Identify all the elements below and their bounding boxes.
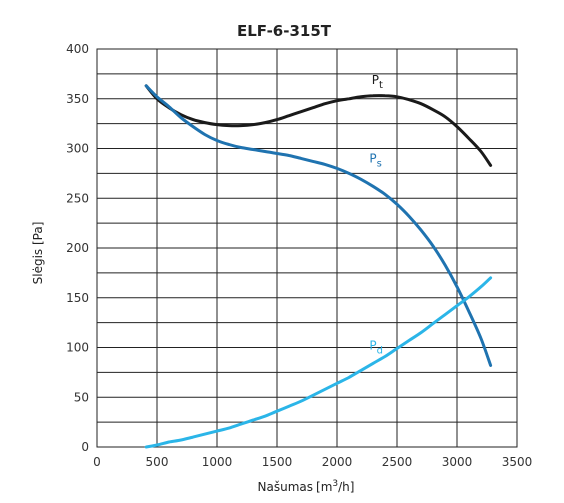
y-tick-labels: 0 50 100 150 200 250 300 350 400 bbox=[66, 42, 89, 454]
y-tick-label: 350 bbox=[66, 92, 89, 106]
x-tick-label: 3000 bbox=[442, 455, 473, 469]
x-tick-label: 2000 bbox=[322, 455, 353, 469]
y-tick-label: 100 bbox=[66, 341, 89, 355]
y-tick-label: 300 bbox=[66, 142, 89, 156]
x-tick-label: 500 bbox=[146, 455, 169, 469]
x-axis-unit-prefix: [m bbox=[316, 480, 332, 494]
y-tick-label: 150 bbox=[66, 291, 89, 305]
series-label-ps: Ps bbox=[369, 151, 381, 169]
series-labels: Pt Ps Pd bbox=[369, 73, 383, 357]
x-axis-label: Našumas [m3/h] bbox=[258, 479, 355, 494]
chart-title: ELF-6-315T bbox=[237, 22, 332, 40]
y-tick-label: 0 bbox=[81, 440, 89, 454]
series-label-pd: Pd bbox=[369, 338, 383, 356]
y-axis-label: Slėgis [Pa] bbox=[31, 222, 45, 285]
y-tick-label: 400 bbox=[66, 42, 89, 56]
x-axis-unit-superscript: 3 bbox=[332, 479, 338, 489]
x-tick-label: 0 bbox=[93, 455, 101, 469]
x-tick-label: 3500 bbox=[502, 455, 533, 469]
x-axis-label-name: Našumas bbox=[258, 480, 313, 494]
x-tick-label: 1000 bbox=[202, 455, 233, 469]
series-line-pt bbox=[144, 84, 493, 167]
series-line-pd bbox=[144, 276, 493, 449]
series-label-pt: Pt bbox=[372, 73, 383, 91]
x-tick-label: 2500 bbox=[382, 455, 413, 469]
series-lines bbox=[144, 84, 493, 449]
x-tick-labels: 0 500 1000 1500 2000 2500 3000 3500 bbox=[93, 455, 532, 469]
x-tick-label: 1500 bbox=[262, 455, 293, 469]
series-line-ps bbox=[144, 84, 493, 367]
plot-frame bbox=[96, 48, 518, 448]
y-tick-label: 200 bbox=[66, 241, 89, 255]
x-axis-unit-suffix: /h] bbox=[338, 480, 354, 494]
y-tick-label: 250 bbox=[66, 191, 89, 205]
y-tick-label: 50 bbox=[74, 390, 89, 404]
